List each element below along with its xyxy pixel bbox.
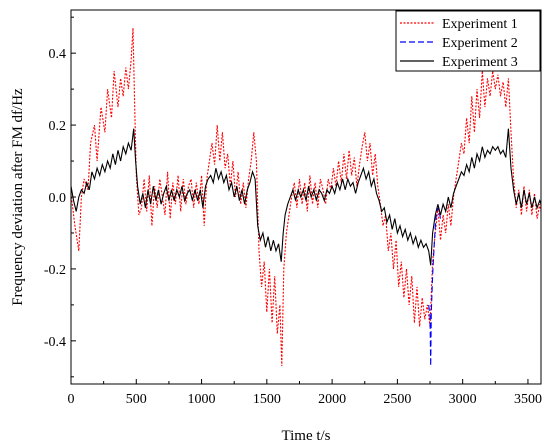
y-tick-label: 0.0 <box>49 191 67 206</box>
x-tick-label: 2000 <box>318 392 346 407</box>
y-tick-label: 0.2 <box>49 119 67 134</box>
legend: Experiment 1 Experiment 2 Experiment 3 <box>395 10 541 72</box>
y-tick-label: 0.4 <box>49 47 67 62</box>
legend-label: Experiment 1 <box>442 17 518 32</box>
x-tick-label: 2500 <box>383 392 411 407</box>
y-axis: 0.4 0.2 0.0 -0.2 -0.4 <box>44 16 76 378</box>
series-lines <box>70 27 542 367</box>
series-line-2 <box>428 206 442 367</box>
y-tick-label: -0.4 <box>44 335 66 350</box>
x-tick-label: 3000 <box>449 392 477 407</box>
x-tick-label: 1500 <box>253 392 281 407</box>
x-tick-label: 1000 <box>188 392 216 407</box>
legend-label: Experiment 2 <box>442 36 518 51</box>
x-tick-label: 3500 <box>514 392 542 407</box>
series-line-3 <box>70 128 542 266</box>
y-axis-label: Frequency deviation after FM df/Hz <box>10 88 26 306</box>
x-axis: 0 500 1000 1500 2000 2500 3000 3500 <box>68 379 542 407</box>
x-axis-label: Time t/s <box>281 428 330 444</box>
x-tick-label: 0 <box>68 392 75 407</box>
x-tick-label: 500 <box>126 392 147 407</box>
y-tick-label: -0.2 <box>44 263 66 278</box>
legend-label: Experiment 3 <box>442 55 518 70</box>
